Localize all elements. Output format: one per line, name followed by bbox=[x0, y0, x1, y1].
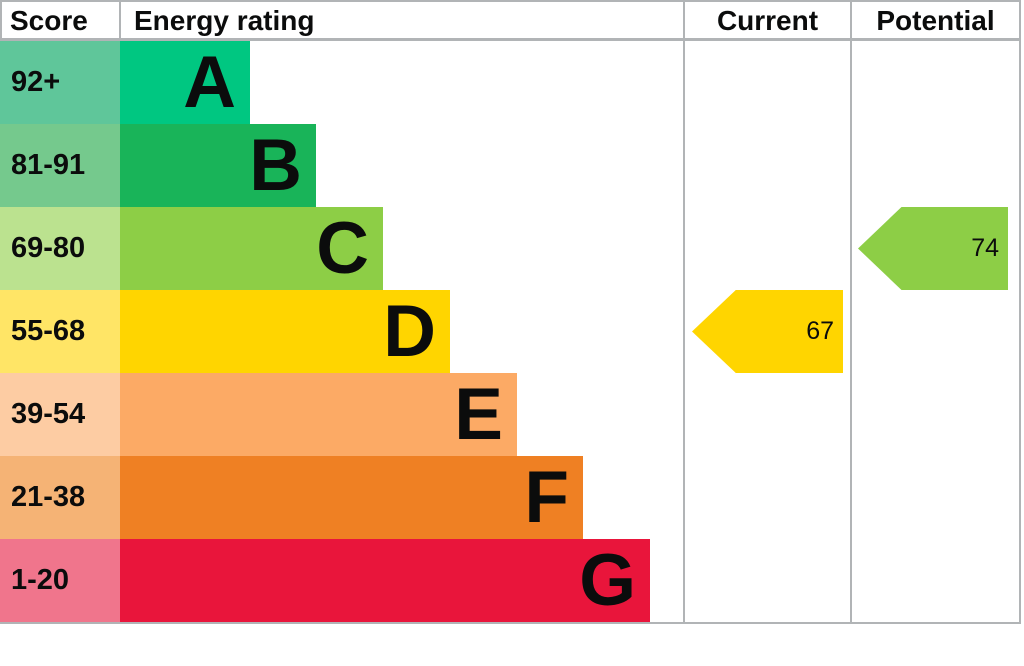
band-c-score-range: 69-80 bbox=[0, 207, 120, 290]
band-g-score-range: 1-20 bbox=[0, 539, 120, 622]
band-c-bar: C bbox=[120, 207, 383, 290]
band-d-bar: D bbox=[120, 290, 450, 373]
potential-rating-value: 74 bbox=[971, 234, 999, 262]
table-bottom-border bbox=[0, 622, 1021, 624]
band-c-letter: C bbox=[316, 208, 369, 289]
band-b-score-range: 81-91 bbox=[0, 124, 120, 207]
band-b-letter: B bbox=[249, 125, 302, 206]
rating-bands: 92+ A 81-91 B 69-80 C 55-68 D 39-54 bbox=[0, 41, 1024, 622]
band-row-b: 81-91 B bbox=[0, 124, 1024, 207]
band-f-score-range: 21-38 bbox=[0, 456, 120, 539]
band-d-letter: D bbox=[383, 291, 436, 372]
band-d-score-range: 55-68 bbox=[0, 290, 120, 373]
band-b-bar: B bbox=[120, 124, 316, 207]
band-row-g: 1-20 G bbox=[0, 539, 1024, 622]
column-header-energy-rating: Energy rating bbox=[134, 4, 315, 36]
band-e-score-range: 39-54 bbox=[0, 373, 120, 456]
band-row-d: 55-68 D bbox=[0, 290, 1024, 373]
band-row-e: 39-54 E bbox=[0, 373, 1024, 456]
potential-column-divider bbox=[850, 0, 852, 624]
band-a-letter: A bbox=[183, 42, 236, 123]
table-right-border bbox=[1019, 0, 1021, 624]
score-column-divider bbox=[119, 0, 121, 41]
band-f-bar: F bbox=[120, 456, 583, 539]
column-header-score: Score bbox=[10, 4, 88, 36]
band-a-score-range: 92+ bbox=[0, 41, 120, 124]
band-g-letter: G bbox=[579, 540, 636, 621]
band-row-f: 21-38 F bbox=[0, 456, 1024, 539]
current-rating-value: 67 bbox=[806, 317, 834, 345]
band-a-bar: A bbox=[120, 41, 250, 124]
header-bottom-border bbox=[0, 38, 1021, 41]
band-row-a: 92+ A bbox=[0, 41, 1024, 124]
band-e-letter: E bbox=[454, 374, 503, 455]
table-left-border bbox=[0, 0, 2, 41]
column-header-potential: Potential bbox=[876, 4, 995, 36]
column-header-current: Current bbox=[716, 4, 819, 36]
table-top-border bbox=[0, 0, 1021, 2]
band-e-bar: E bbox=[120, 373, 517, 456]
band-row-c: 69-80 C bbox=[0, 207, 1024, 290]
current-column-divider bbox=[683, 0, 685, 624]
band-f-letter: F bbox=[524, 457, 569, 538]
band-g-bar: G bbox=[120, 539, 650, 622]
